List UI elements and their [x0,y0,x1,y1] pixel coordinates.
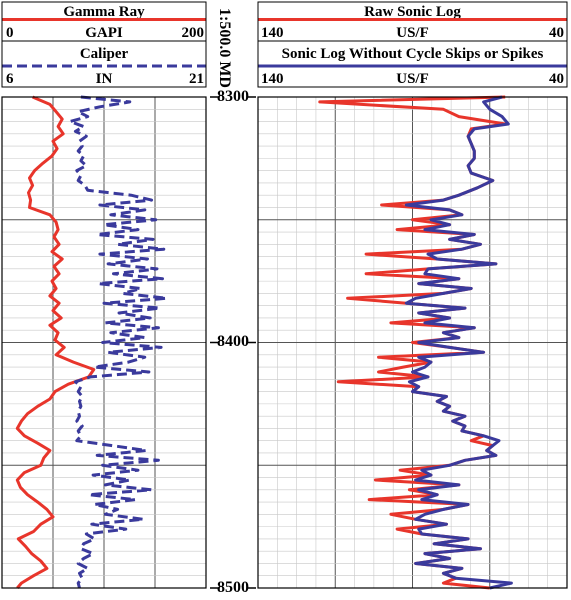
caliper-unit: IN [95,71,113,87]
raw-sonic-max-label: 40 [549,25,564,41]
depth-tick-label: 8500 [217,579,249,596]
raw-sonic-unit: US/F [396,25,429,41]
right-header-frame [257,1,568,88]
sonic-log-without-cycle-skips-or-spikes-curve [404,95,513,590]
gamma-ray-max-label: 200 [181,25,205,41]
gamma-ray-curve [15,95,96,589]
clean-sonic-title: Sonic Log Without Cycle Skips or Spikes [281,46,544,62]
depth-tick-label: 8400 [217,333,249,350]
gamma-ray-min-label: 0 [6,25,14,41]
clean-sonic-unit: US/F [396,71,429,87]
left-header-frame [1,1,207,88]
caliper-title: Caliper [79,46,129,62]
log-curves [15,95,513,590]
caliper-max-label: 21 [189,71,204,87]
left-track-frame [1,96,207,589]
raw-sonic-title: Raw Sonic Log [364,4,461,20]
gamma-ray-title: Gamma Ray [63,4,145,20]
right-track-frame [257,96,568,589]
caliper-curve [68,95,169,589]
depth-tick-label: 8300 [217,88,249,105]
raw-sonic-min-label: 140 [261,25,284,41]
clean-sonic-max-label: 40 [549,71,564,87]
clean-sonic-min-label: 140 [261,71,284,87]
gamma-ray-unit: GAPI [85,25,123,41]
caliper-min-label: 6 [6,71,14,87]
raw-sonic-log-curve [318,95,507,590]
